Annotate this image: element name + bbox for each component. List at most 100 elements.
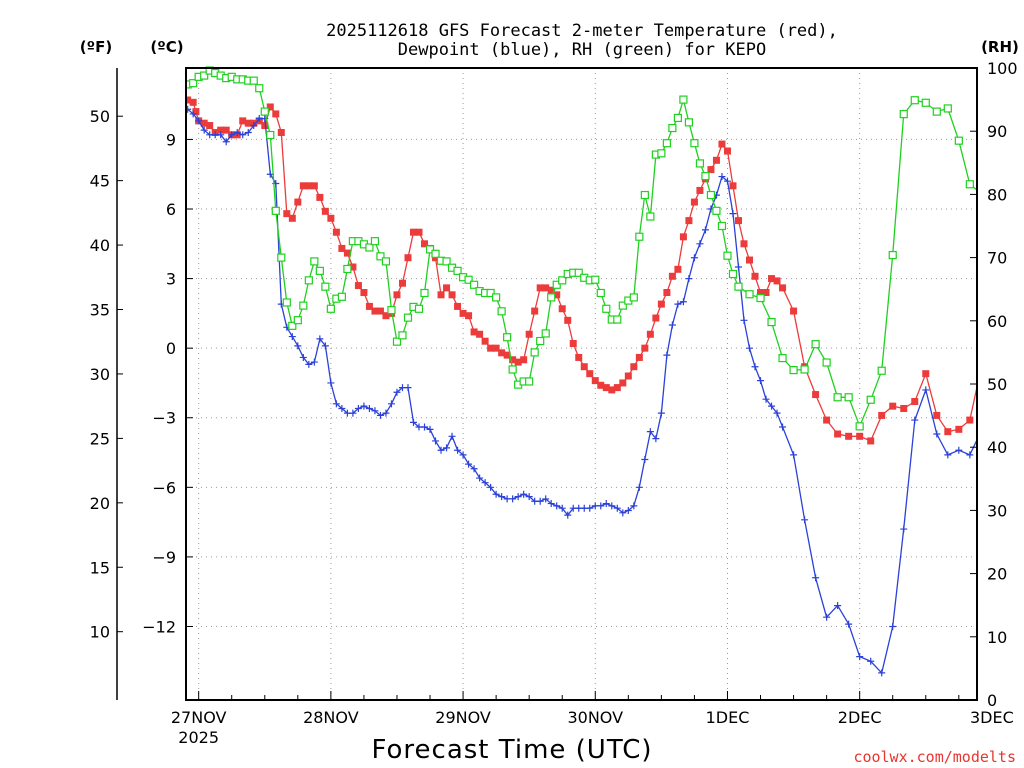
- dewpoint-point: [944, 451, 952, 459]
- temperature-point: [288, 214, 296, 222]
- dewpoint-point: [922, 386, 930, 394]
- rh-tick-label: 30: [987, 501, 1007, 520]
- rh-tick-label: 70: [987, 249, 1007, 268]
- temperature-point: [966, 416, 974, 424]
- rh-point: [249, 76, 258, 85]
- rh-point: [525, 377, 534, 386]
- rh-point: [822, 358, 831, 367]
- dewpoint-point: [387, 400, 395, 408]
- dewpoint-point: [316, 335, 324, 343]
- dewpoint-point: [305, 360, 313, 368]
- rh-point: [932, 107, 941, 116]
- rh-point: [536, 336, 545, 346]
- dewpoint-point: [332, 400, 340, 408]
- rh-point: [728, 269, 738, 279]
- temperature-point: [316, 193, 324, 201]
- dewpoint-point: [189, 110, 197, 118]
- temperature-point: [712, 156, 720, 164]
- rh-point: [310, 257, 319, 266]
- temperature-series: [186, 96, 1006, 445]
- temperature-point: [360, 289, 368, 297]
- rh-point: [602, 304, 611, 313]
- temperature-point: [404, 254, 412, 262]
- temperature-point: [723, 147, 731, 155]
- rh-point: [640, 190, 649, 200]
- rh-point: [629, 293, 638, 302]
- dewpoint-point: [520, 490, 528, 498]
- x-tick-label: 3DEC: [970, 708, 1014, 727]
- celsius-tick-label: 0: [166, 339, 176, 358]
- rh-point: [618, 301, 627, 310]
- dewpoint-point: [746, 344, 754, 352]
- rh-point: [552, 280, 561, 289]
- temperature-point: [514, 358, 522, 366]
- temperature-point: [564, 316, 572, 324]
- temperature-point: [685, 217, 693, 225]
- temperature-point: [635, 353, 643, 361]
- fahrenheit-tick-label: 50: [90, 107, 110, 126]
- rh-point: [260, 107, 269, 116]
- rh-point: [712, 206, 721, 215]
- dewpoint-line: [187, 108, 977, 675]
- rh-point: [657, 149, 666, 158]
- dewpoint-point: [718, 173, 726, 181]
- rh-point: [899, 110, 908, 119]
- temperature-point: [762, 289, 770, 297]
- temperature-point: [999, 428, 1006, 435]
- chart-title-line-2: Dewpoint (blue), RH (green) for KEPO: [398, 40, 766, 60]
- rh-point: [343, 264, 352, 274]
- dewpoint-point: [360, 402, 368, 410]
- temperature-point: [310, 182, 318, 190]
- x-tick-label: 29NOV: [435, 708, 491, 727]
- temperature-point: [470, 328, 478, 336]
- temperature-point: [459, 309, 467, 317]
- temperature-point: [834, 430, 842, 438]
- dewpoint-point: [365, 404, 373, 412]
- dewpoint-point: [487, 483, 495, 491]
- temperature-point: [768, 275, 776, 283]
- temperature-point: [454, 302, 462, 310]
- rh-point: [673, 113, 682, 123]
- dewpoint-point: [690, 254, 698, 262]
- temperature-point: [536, 284, 544, 292]
- temperature-point: [602, 384, 610, 392]
- rh-point: [365, 243, 374, 252]
- rh-point: [921, 98, 930, 107]
- temperature-point: [696, 186, 704, 194]
- rh-point: [492, 293, 501, 302]
- axes: 1015202530354045509630−3−6−9−12010203040…: [90, 59, 1018, 747]
- rh-tick-label: 100: [987, 59, 1018, 78]
- rh-point: [370, 237, 380, 246]
- rh-point: [767, 317, 776, 327]
- rh-point: [662, 139, 671, 148]
- rh-point: [315, 266, 324, 275]
- temperature-point: [575, 353, 583, 361]
- rh-point: [282, 298, 291, 307]
- temperature-point: [261, 122, 269, 130]
- rh-point: [337, 292, 346, 301]
- temperature-point: [591, 377, 599, 385]
- rh-point: [414, 304, 424, 313]
- fahrenheit-tick-label: 10: [90, 623, 110, 642]
- dewpoint-point: [977, 428, 984, 435]
- dewpoint-point: [525, 493, 533, 501]
- rh-point: [723, 251, 732, 260]
- rh-point: [833, 393, 842, 402]
- dewpoint-point: [856, 653, 864, 661]
- rh-point: [200, 71, 209, 80]
- rh-point: [778, 353, 787, 363]
- fahrenheit-tick-label: 20: [90, 494, 110, 513]
- dewpoint-point: [652, 435, 660, 443]
- rh-tick-label: 0: [987, 691, 997, 710]
- temperature-point: [421, 240, 429, 248]
- rh-point: [954, 136, 963, 145]
- celsius-unit-label: (ºC): [150, 38, 183, 56]
- temperature-point: [343, 249, 351, 257]
- rh-tick-label: 10: [987, 628, 1007, 647]
- dewpoint-point: [371, 407, 379, 415]
- temperature-point: [547, 286, 555, 294]
- dewpoint-point: [834, 602, 842, 610]
- temperature-point: [652, 314, 660, 322]
- temperature-line: [187, 99, 977, 442]
